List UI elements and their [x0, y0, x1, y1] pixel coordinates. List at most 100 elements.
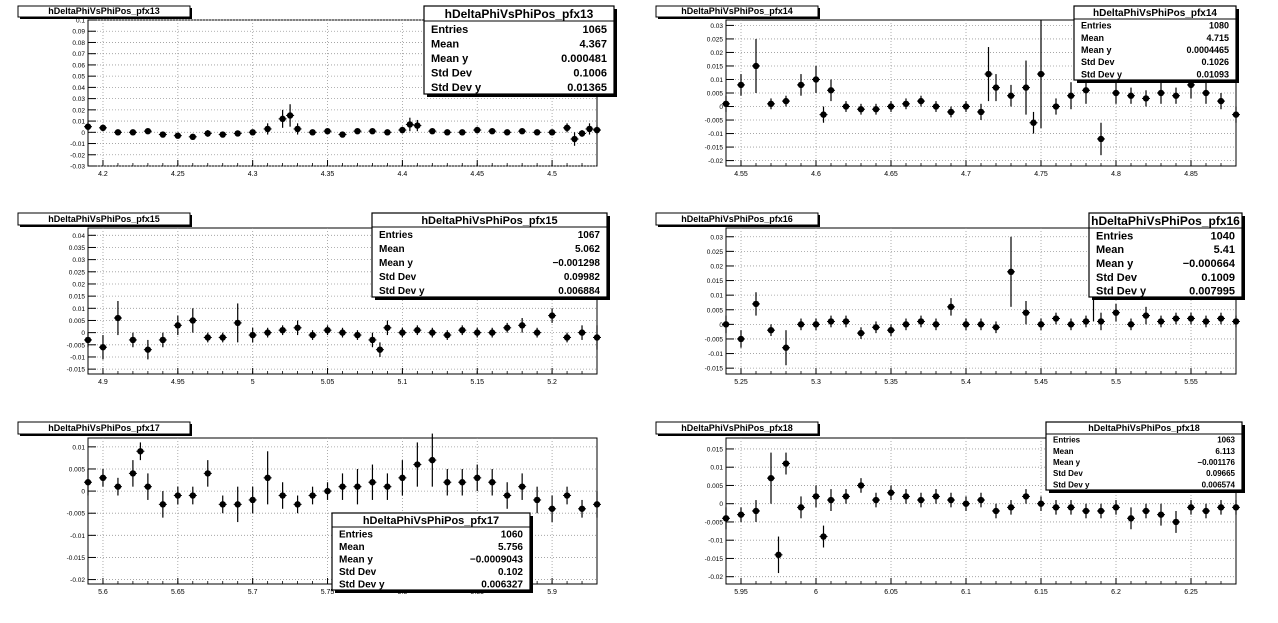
y-tick-label: 0.02 [72, 107, 85, 114]
y-tick-label: -0.02 [70, 152, 85, 159]
data-point [722, 321, 730, 328]
stats-label: Std Dev y [1053, 480, 1090, 489]
stats-label: Std Dev y [1096, 286, 1147, 298]
data-point [857, 329, 865, 337]
x-tick-label: 6.1 [961, 589, 971, 596]
data-point [767, 100, 775, 108]
y-tick-label: 0.015 [707, 63, 724, 70]
title-box [17, 421, 191, 435]
data-point [1097, 135, 1105, 143]
data-point [1172, 518, 1180, 526]
stats-name: hDeltaPhiVsPhiPos_pfx17 [363, 515, 499, 527]
data-point [1007, 504, 1015, 511]
data-point [737, 81, 745, 89]
data-point [857, 482, 865, 489]
data-point [204, 470, 211, 477]
data-point [399, 474, 406, 482]
data-point [354, 331, 361, 339]
data-point [1112, 309, 1120, 316]
stats-label: Entries [379, 230, 413, 241]
data-point [1097, 318, 1105, 325]
data-point [429, 456, 436, 464]
x-tick-label: 4.6 [811, 171, 821, 178]
y-tick-label: 0 [719, 322, 723, 329]
stats-value: 0.01365 [567, 82, 607, 94]
data-point [1052, 315, 1060, 322]
data-point [114, 314, 122, 322]
y-tick-label: -0.01 [708, 351, 723, 358]
data-point [917, 496, 925, 504]
data-point [578, 130, 586, 137]
data-point [902, 493, 910, 500]
y-tick-label: 0.025 [707, 36, 724, 43]
data-point [459, 479, 466, 486]
data-point [1142, 95, 1150, 102]
data-point [1187, 315, 1195, 322]
data-point [1007, 268, 1015, 275]
data-point [752, 62, 760, 70]
data-point [812, 493, 820, 500]
stats-box: hDeltaPhiVsPhiPos_pfx16 Entries 1040 Mean 5.… [1088, 212, 1245, 300]
data-point [1112, 504, 1120, 511]
stats-box: hDeltaPhiVsPhiPos_pfx17 Entries 1060 Mean 5.… [331, 512, 533, 593]
data-point [84, 336, 92, 344]
stats-label: Entries [1053, 436, 1081, 445]
data-point [1037, 500, 1045, 507]
data-point [414, 122, 421, 129]
data-point [533, 496, 541, 504]
data-point [144, 346, 152, 353]
y-tick-label: 0.08 [72, 40, 85, 47]
y-tick-label: 0.01 [72, 444, 85, 451]
data-point [548, 129, 556, 136]
data-point [474, 474, 481, 482]
data-point [593, 126, 601, 134]
y-tick-label: 0.02 [710, 50, 723, 57]
data-point [775, 551, 782, 558]
data-point [1232, 318, 1240, 325]
data-point [204, 130, 211, 137]
data-point [1082, 507, 1090, 515]
x-tick-label: 5.6 [98, 589, 108, 596]
data-point [962, 321, 970, 328]
y-tick-label: -0.01 [70, 141, 85, 148]
histogram-title: hDeltaPhiVsPhiPos_pfx15 [48, 214, 160, 224]
data-point [429, 127, 436, 135]
stats-value: 0.007995 [1189, 286, 1235, 298]
x-tick-label: 6.25 [1184, 589, 1198, 596]
stats-value: 0.102 [498, 567, 523, 578]
x-tick-label: 4.95 [171, 379, 185, 386]
data-point [489, 329, 496, 336]
stats-value: 1040 [1211, 230, 1235, 242]
data-point [548, 312, 556, 319]
data-point [797, 321, 805, 328]
x-tick-label: 5.95 [734, 589, 748, 596]
data-point [977, 321, 985, 328]
data-point [1067, 504, 1075, 511]
data-point [354, 483, 361, 490]
y-tick-label: 0.035 [69, 245, 86, 252]
data-point [1217, 97, 1225, 105]
stats-label: Mean y [1053, 458, 1081, 467]
data-point [812, 321, 820, 328]
x-tick-label: 4.5 [547, 171, 557, 178]
data-point [767, 474, 775, 482]
y-tick-label: -0.01 [70, 354, 85, 361]
y-tick-label: -0.01 [708, 131, 723, 138]
data-point [376, 346, 384, 353]
x-tick-label: 5.9 [547, 589, 557, 596]
y-tick-label: -0.015 [67, 367, 86, 374]
data-point [219, 501, 226, 508]
x-tick-label: 4.55 [734, 171, 748, 178]
data-point [1097, 507, 1105, 515]
y-tick-label: 0.03 [72, 257, 85, 264]
data-point [503, 324, 511, 331]
data-point [857, 106, 865, 113]
data-point [459, 327, 466, 334]
y-tick-label: 0 [719, 501, 723, 508]
title-box [17, 212, 191, 226]
stats-value: 0.006884 [558, 286, 600, 297]
data-point [369, 127, 376, 135]
y-tick-label: 0.04 [72, 233, 85, 240]
stats-label: Mean [339, 542, 365, 553]
data-point [384, 129, 391, 136]
